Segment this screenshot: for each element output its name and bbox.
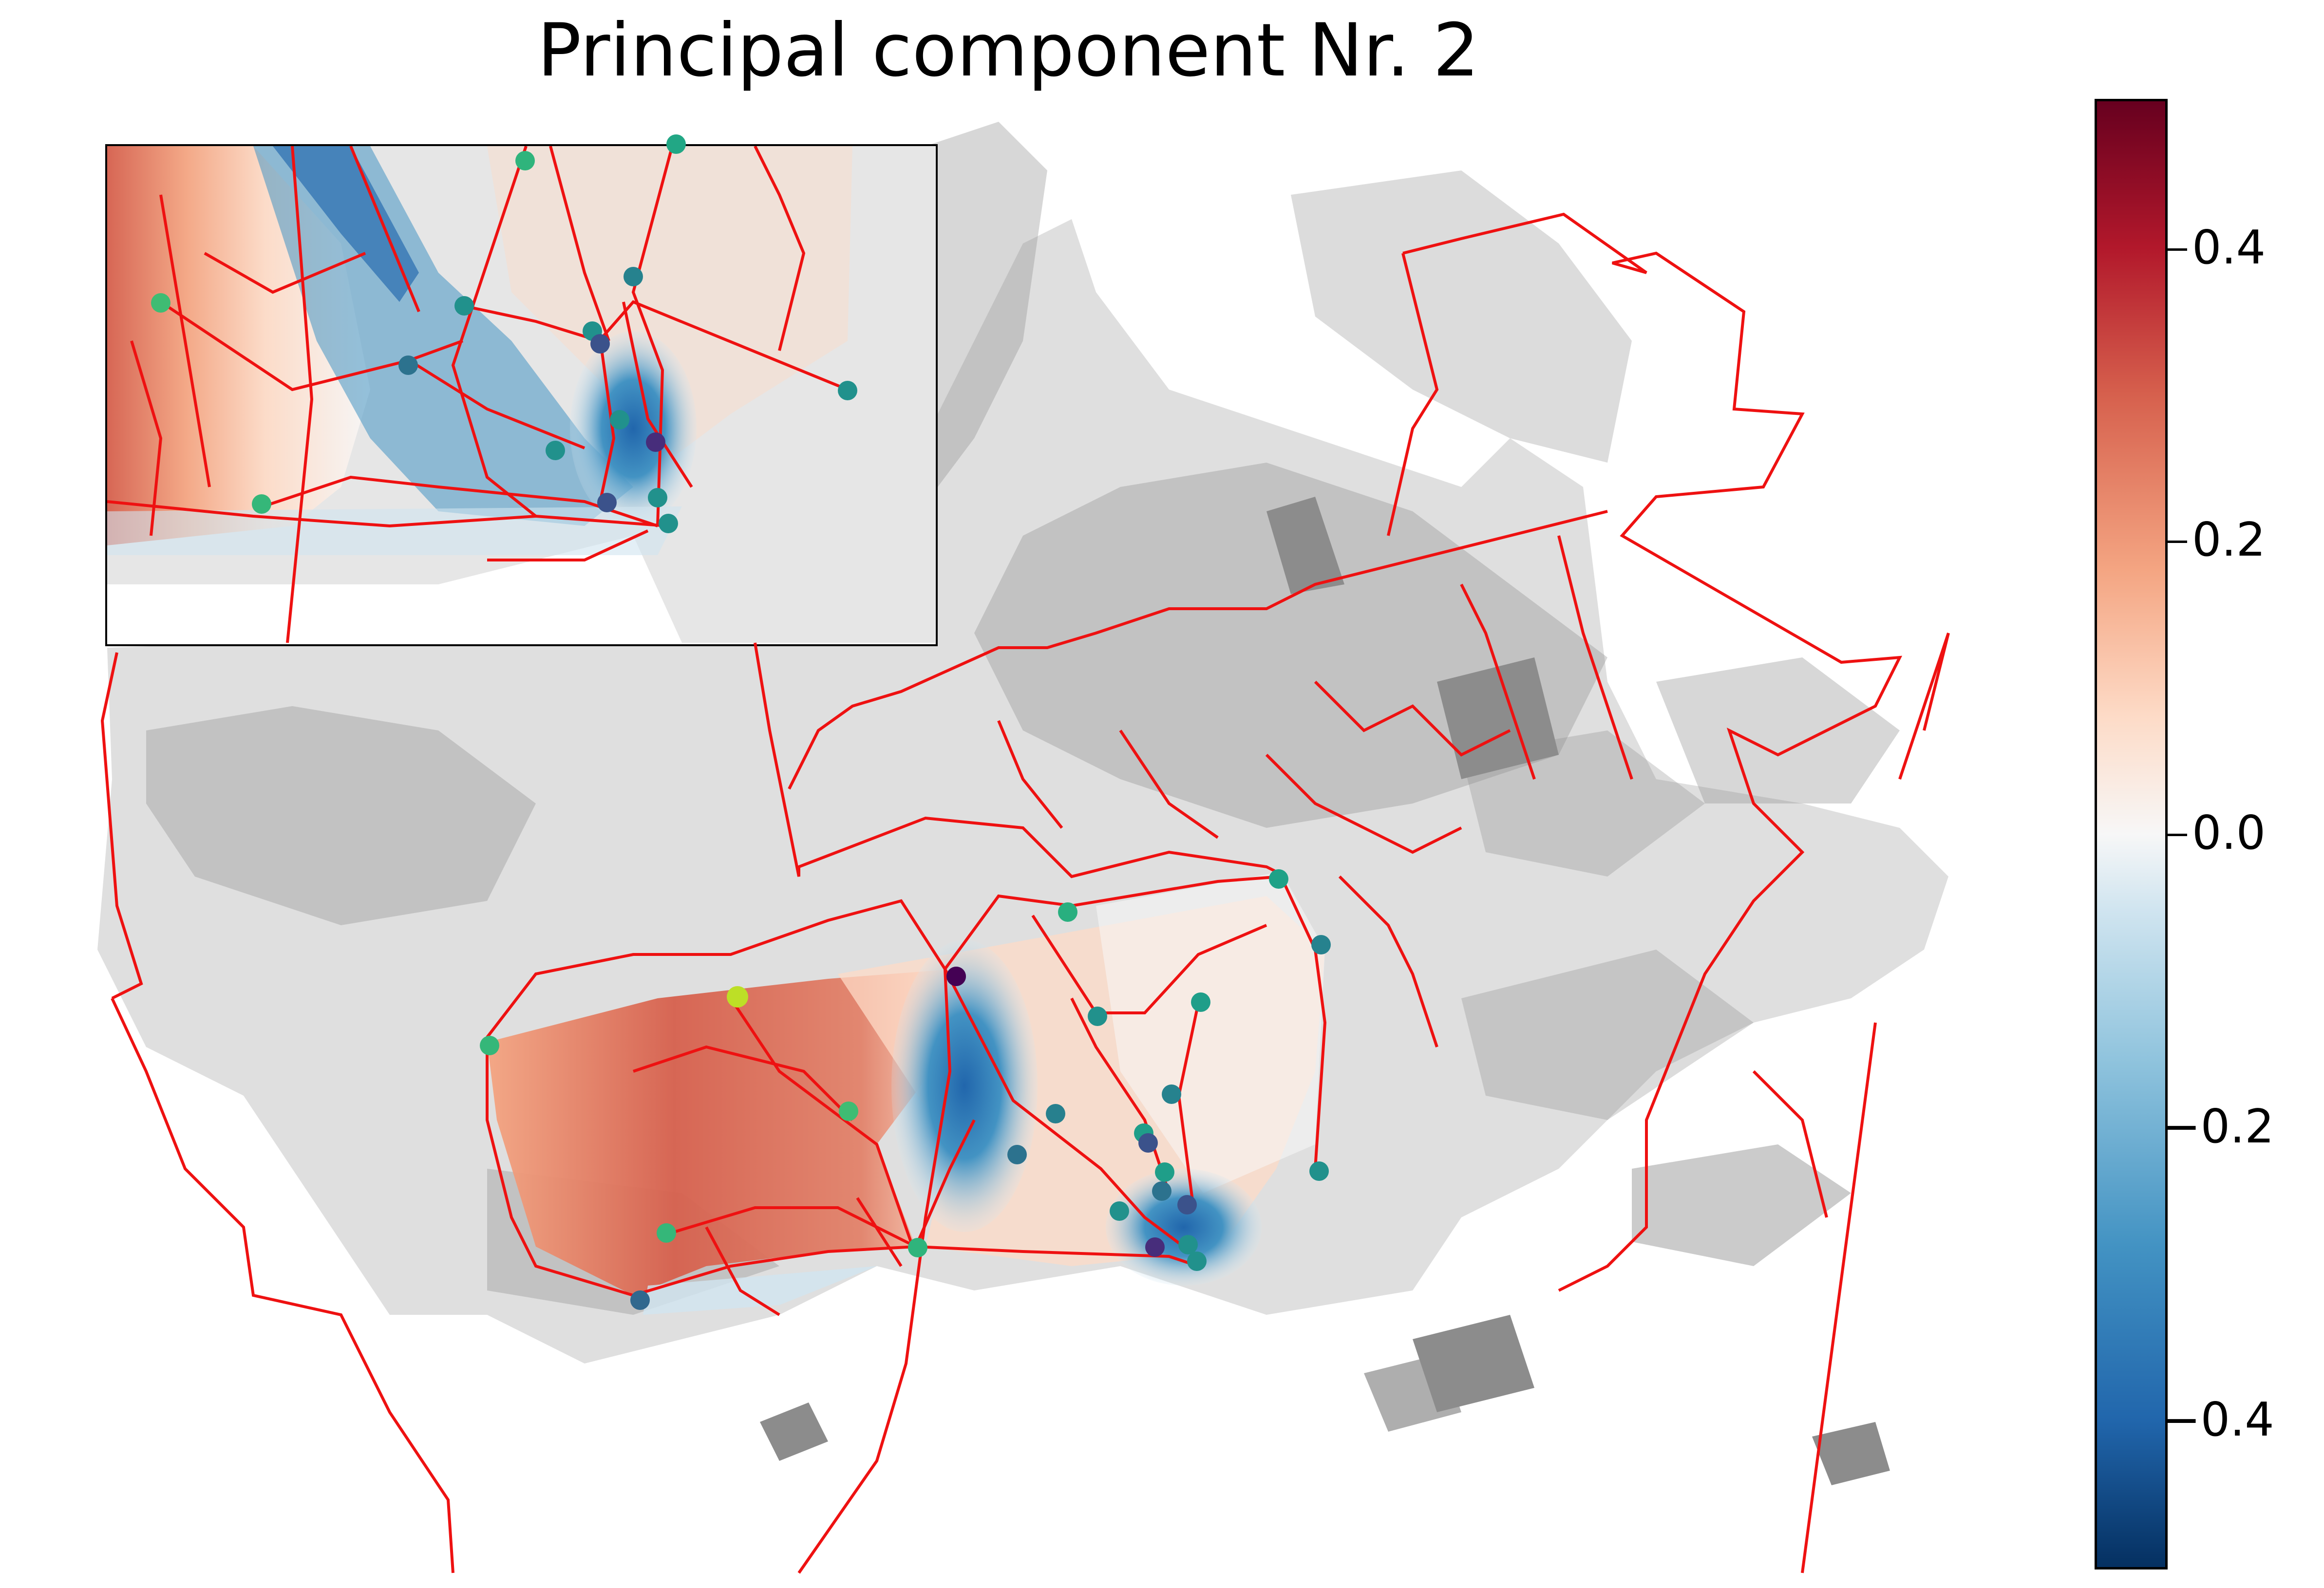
field-main — [487, 872, 1325, 1315]
station-marker — [659, 514, 678, 533]
colorbar-tick-label: −0.4 — [2162, 1393, 2274, 1447]
station-marker — [1191, 992, 1210, 1012]
colorbar — [2095, 99, 2168, 1569]
page-title: Principal component Nr. 2 — [537, 8, 1480, 93]
station-marker — [590, 334, 610, 354]
route-network — [100, 212, 1950, 1574]
inset-map — [105, 144, 938, 646]
colorbar-tick-label: 0.2 — [2192, 513, 2266, 567]
station-marker — [646, 432, 665, 452]
station-marker — [454, 296, 474, 316]
station-marker — [657, 1223, 676, 1243]
colorbar-tick-label: −0.2 — [2162, 1100, 2274, 1154]
station-marker — [839, 1102, 858, 1121]
station-marker — [597, 493, 617, 512]
station-marker — [1178, 1235, 1198, 1254]
station-marker — [1155, 1162, 1174, 1182]
station-marker — [1152, 1181, 1171, 1201]
colorbar-tick — [2168, 834, 2187, 836]
station-marker — [1110, 1201, 1129, 1221]
colorbar-tick-label: 0.4 — [2192, 221, 2266, 275]
station-marker — [1046, 1104, 1065, 1123]
colorbar-tick-label: 0.0 — [2192, 806, 2266, 860]
station-marker — [1177, 1195, 1197, 1214]
station-marker — [610, 410, 629, 430]
station-marker — [624, 267, 643, 286]
station-marker — [1162, 1084, 1181, 1104]
stations-main — [480, 869, 1331, 1310]
colorbar-tick — [2168, 541, 2187, 543]
station-marker — [946, 967, 966, 986]
colorbar-tick — [2168, 1420, 2187, 1423]
station-marker — [1007, 1145, 1027, 1164]
station-marker — [398, 355, 418, 375]
station-marker — [1088, 1007, 1107, 1026]
station-marker — [630, 1290, 650, 1310]
station-marker — [546, 441, 565, 460]
station-marker — [1145, 1237, 1165, 1257]
colorbar-tick — [2168, 248, 2187, 251]
station-marker — [908, 1238, 927, 1257]
station-marker — [480, 1036, 499, 1055]
station-marker — [1269, 869, 1288, 889]
station-marker — [252, 494, 271, 514]
station-marker — [515, 151, 535, 170]
station-marker — [1311, 935, 1331, 954]
station-marker — [1187, 1252, 1207, 1271]
station-marker — [727, 986, 748, 1008]
station-marker — [666, 134, 686, 154]
stations-inset — [151, 134, 857, 533]
station-marker — [1058, 902, 1077, 922]
colorbar-tick — [2168, 1127, 2187, 1130]
station-marker — [1309, 1161, 1329, 1181]
station-marker — [1138, 1133, 1158, 1153]
station-marker — [648, 488, 667, 507]
station-marker — [838, 381, 857, 400]
station-marker — [151, 293, 170, 313]
